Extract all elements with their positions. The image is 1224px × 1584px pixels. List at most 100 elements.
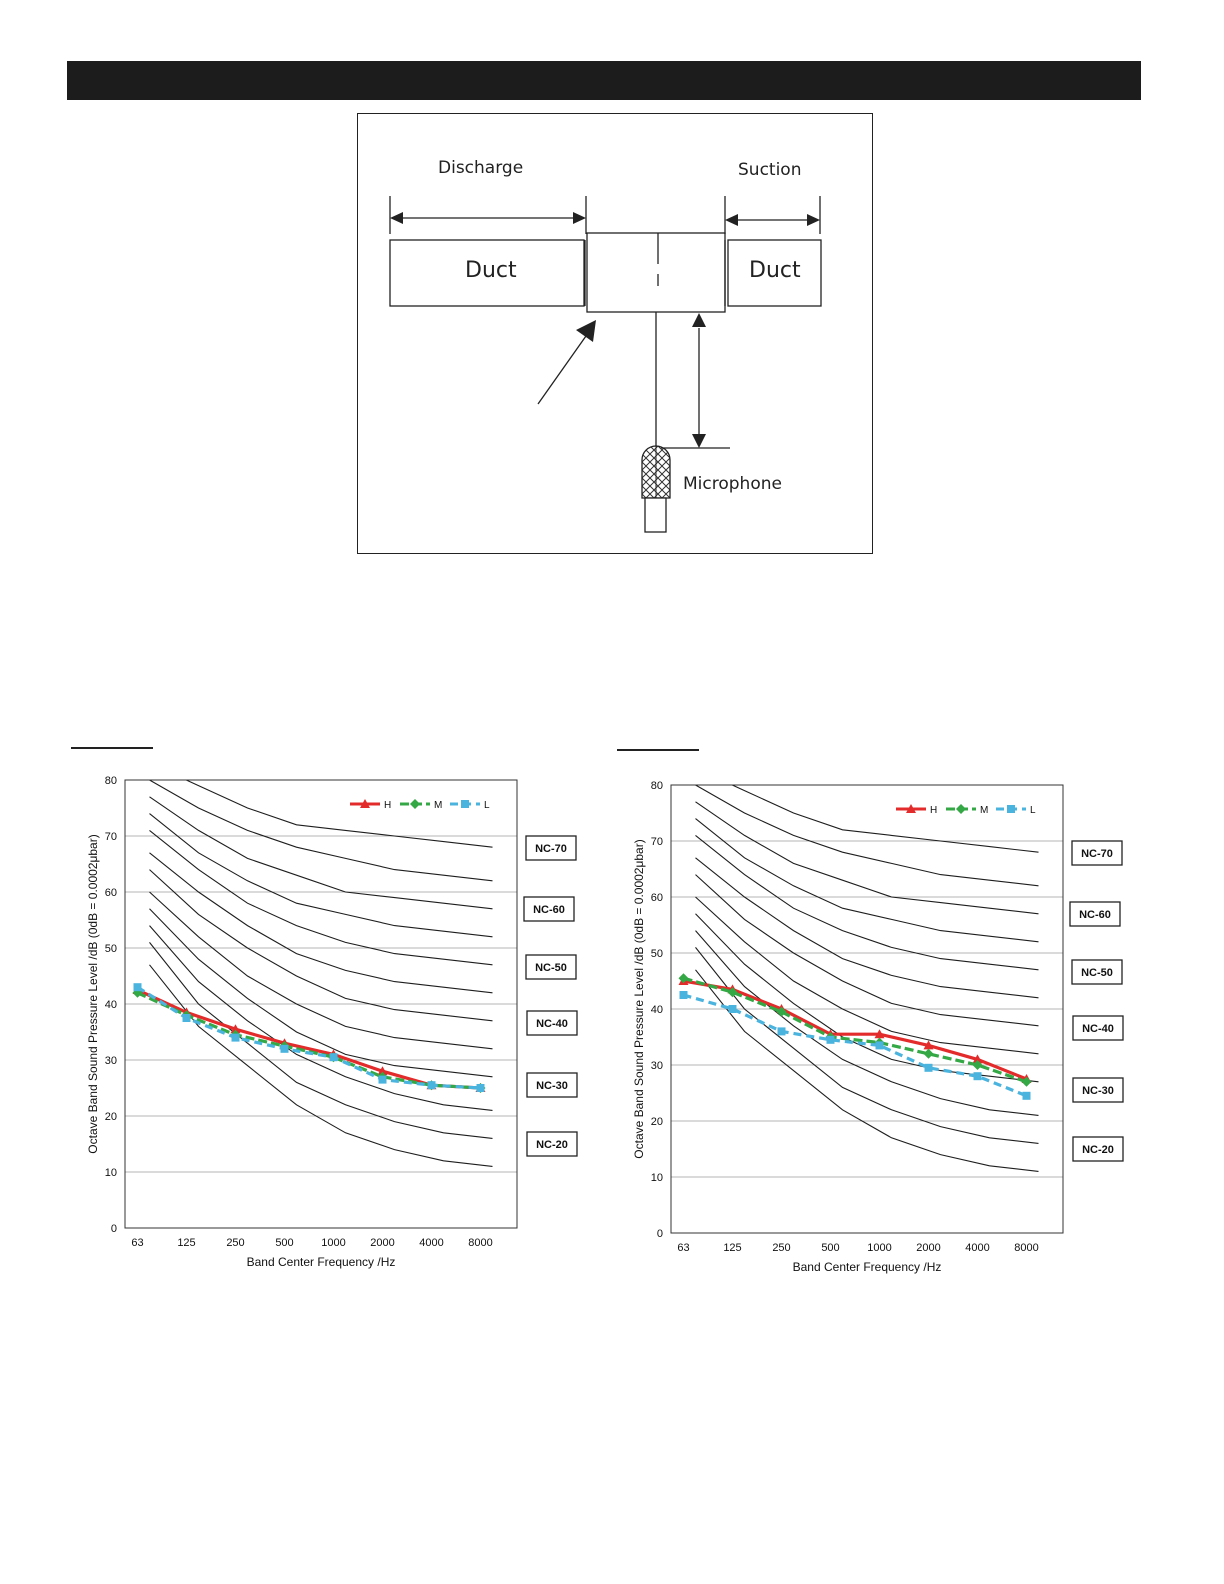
x-axis-label: Band Center Frequency /Hz <box>247 1255 396 1269</box>
nc-label-box <box>1072 1015 1124 1041</box>
nc-curve <box>149 813 493 938</box>
legend-label: H <box>930 805 937 816</box>
nc-label: NC-20 <box>536 1139 568 1151</box>
y-tick-label: 10 <box>651 1172 663 1184</box>
data-point <box>427 1081 436 1090</box>
data-point <box>874 1029 885 1039</box>
data-point <box>1021 1076 1032 1087</box>
data-point <box>231 1033 240 1042</box>
y-tick-label: 60 <box>651 892 663 904</box>
nc-label-box <box>1072 1077 1124 1103</box>
series-line <box>136 988 481 1090</box>
nc-label: NC-30 <box>1082 1085 1114 1097</box>
legend-marker <box>360 799 370 808</box>
y-tick-label: 50 <box>651 948 663 960</box>
y-tick-label: 20 <box>105 1111 117 1123</box>
nc-curve <box>149 925 493 1111</box>
data-point <box>378 1075 387 1084</box>
nc-curve <box>695 818 1039 943</box>
nc-label: NC-40 <box>1082 1023 1114 1035</box>
data-point <box>1022 1091 1031 1100</box>
x-tick-label: 4000 <box>965 1242 989 1254</box>
data-point <box>678 973 689 984</box>
series-M <box>678 973 1032 1087</box>
microphone-label: Microphone <box>683 474 782 494</box>
y-axis-label: Octave Band Sound Pressure Level /dB (0d… <box>86 834 100 1153</box>
y-tick-label: 80 <box>105 775 117 787</box>
nc-curve <box>149 779 493 882</box>
data-point <box>875 1041 884 1050</box>
legend-label: M <box>434 800 442 811</box>
nc-curve <box>732 784 1039 853</box>
legend-label: L <box>484 800 490 811</box>
x-tick-label: 8000 <box>1014 1242 1038 1254</box>
nc-label-box <box>1071 840 1123 866</box>
duct-right-shape <box>727 239 822 307</box>
data-point <box>973 1072 982 1081</box>
data-point <box>230 1024 241 1034</box>
nc-curve <box>149 891 493 1050</box>
y-tick-label: 60 <box>105 887 117 899</box>
x-tick-label: 4000 <box>419 1237 443 1249</box>
data-point <box>727 987 738 998</box>
x-tick-label: 2000 <box>370 1237 394 1249</box>
nc-curve <box>695 801 1039 915</box>
data-point <box>777 1027 786 1036</box>
unit-shape <box>586 232 726 313</box>
discharge-label: Discharge <box>438 158 524 178</box>
nc-label-box <box>525 835 577 861</box>
x-axis-label: Band Center Frequency /Hz <box>793 1260 942 1274</box>
data-point <box>776 1006 787 1017</box>
chart-2: 0 10 20 30 40 50 60 70 80 63 125 250 500 1000 2000 4000… <box>632 780 1124 1274</box>
x-tick-label: 125 <box>177 1237 195 1249</box>
nc-label: NC-50 <box>535 962 567 974</box>
nc-label: NC-60 <box>1079 909 1111 921</box>
data-point <box>280 1044 289 1053</box>
series-line <box>683 979 1028 1081</box>
nc-label-box <box>525 954 577 980</box>
series-line <box>136 985 481 1090</box>
measurement-diagram: Discharge Suction Duct Duct Microphone <box>357 113 873 554</box>
y-tick-label: 40 <box>651 1004 663 1016</box>
x-tick-label: 1000 <box>321 1237 345 1249</box>
data-point <box>133 983 142 992</box>
x-tick-label: 500 <box>821 1242 839 1254</box>
series-line <box>683 993 1028 1098</box>
nc-label-box <box>526 1010 578 1036</box>
nc-curve <box>695 947 1039 1144</box>
legend-marker <box>410 799 420 809</box>
y-tick-label: 10 <box>105 1167 117 1179</box>
y-tick-label: 30 <box>651 1060 663 1072</box>
data-point <box>972 1054 983 1064</box>
nc-label-box <box>526 1072 578 1098</box>
plot-frame <box>670 784 1064 1234</box>
nc-label-box <box>1072 1136 1124 1162</box>
nc-curve <box>149 869 493 1022</box>
nc-curve <box>149 796 493 910</box>
diagram-drawing <box>389 196 822 533</box>
nc-curve <box>695 874 1039 1027</box>
data-point <box>923 1048 934 1059</box>
nc-curve <box>149 852 493 994</box>
y-tick-label: 0 <box>657 1228 663 1240</box>
suction-label: Suction <box>738 160 802 180</box>
nc-label: NC-50 <box>1081 967 1113 979</box>
legend-label: M <box>980 805 988 816</box>
y-tick-label: 70 <box>651 836 663 848</box>
nc-curve <box>695 969 1039 1172</box>
x-tick-label: 500 <box>275 1237 293 1249</box>
legend-marker <box>906 804 916 813</box>
y-tick-label: 20 <box>651 1116 663 1128</box>
data-point <box>923 1040 934 1050</box>
legend-label: H <box>384 800 391 811</box>
x-tick-label: 2000 <box>916 1242 940 1254</box>
series-L <box>133 983 485 1092</box>
nc-label: NC-60 <box>533 904 565 916</box>
y-tick-label: 50 <box>105 943 117 955</box>
y-tick-label: 40 <box>105 999 117 1011</box>
data-point <box>377 1066 388 1076</box>
microphone-icon <box>641 445 671 533</box>
data-point <box>132 987 143 998</box>
nc-curve <box>149 964 493 1167</box>
